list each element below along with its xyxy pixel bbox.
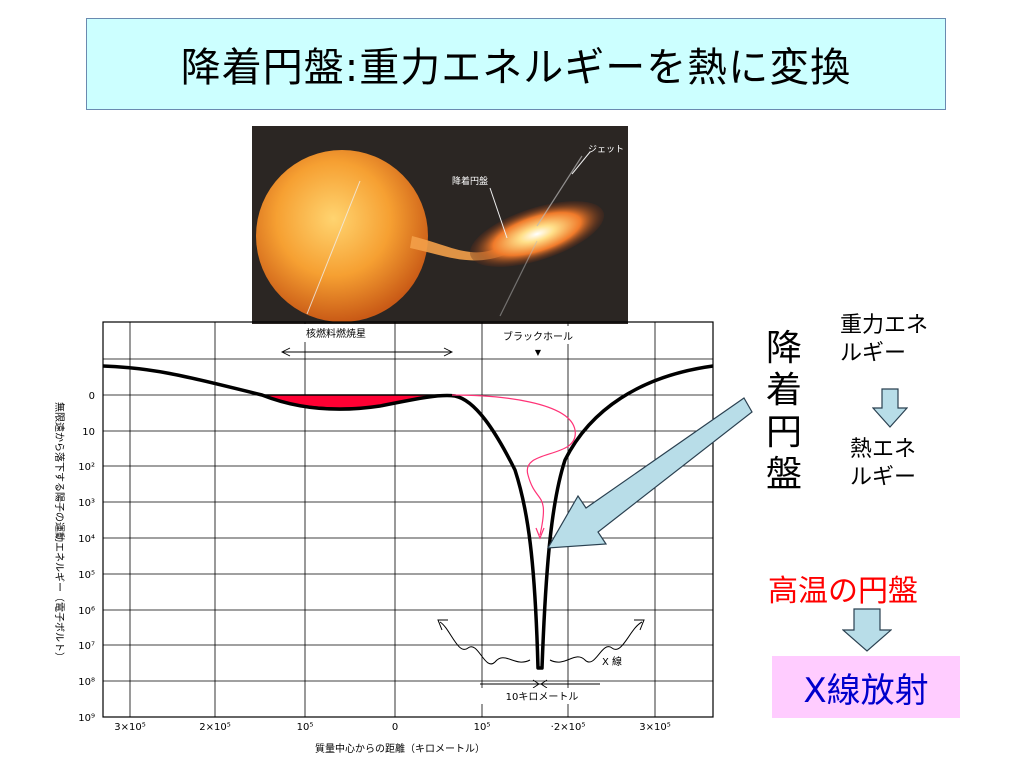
y-tick-labels: 0 10 10² 10³ 10⁴ 10⁵ 10⁶ 10⁷ 10⁸ 10⁹	[78, 391, 95, 724]
x-tick: 0	[392, 722, 398, 733]
title-box: 降着円盤:重力エネルギーを熱に変換	[86, 18, 946, 110]
x-tick-labels: 3×10⁵ 2×10⁵ 10⁵ 0 10⁵ ·2×10⁵ 3×10⁵	[114, 722, 670, 733]
down-arrow-2	[842, 608, 892, 652]
plot-frame	[102, 321, 714, 718]
y-tick: 10⁷	[78, 641, 95, 652]
y-tick: 10⁴	[78, 534, 95, 545]
star-extent-arrow	[280, 347, 454, 357]
star-well-region	[261, 394, 441, 409]
binary-star-illustration: ジェット 降着円盤	[252, 126, 628, 324]
y-tick: 10³	[78, 498, 95, 509]
x-tick: 2×10⁵	[199, 722, 230, 733]
page-title: 降着円盤:重力エネルギーを熱に変換	[180, 45, 852, 91]
disk-label: 降着円盤	[452, 175, 488, 187]
blackhole-label: ブラックホール	[503, 330, 573, 343]
x-axis-label: 質量中心からの距離（キロメートル）	[315, 742, 485, 755]
x-tick: 10⁵	[297, 722, 314, 733]
down-arrow-1	[872, 388, 908, 428]
x-tick: 10⁵	[474, 722, 491, 733]
xray-wave-left	[439, 621, 531, 665]
star-shape	[256, 150, 428, 322]
svg-text:▼: ▼	[535, 348, 542, 357]
xray-label: X 線	[602, 655, 622, 668]
scale-marker	[480, 679, 600, 689]
infall-path	[451, 394, 576, 536]
scale-label: 10キロメートル	[506, 692, 579, 703]
jet-label: ジェット	[588, 145, 624, 155]
pointer-arrow	[546, 397, 753, 549]
y-axis-label: 無限遠から落下する陽子の運動エネルギー（電子ボルト）	[53, 402, 66, 662]
y-tick: 10⁸	[78, 677, 95, 688]
vertical-grid	[129, 322, 656, 717]
binary-star-photo: ジェット 降着円盤	[252, 126, 628, 324]
y-tick: 10	[82, 427, 95, 438]
star-label: 核燃料燃焼星	[306, 327, 366, 340]
x-tick: 3×10⁵	[114, 722, 145, 733]
xray-wave-right	[549, 621, 643, 663]
xray-emission-box: X線放射	[772, 656, 960, 718]
y-tick: 10²	[78, 462, 95, 473]
heat-energy-label: 熱エネ ルギー	[850, 437, 917, 490]
disk-label-vertical-text: 降着円盤	[765, 328, 802, 495]
disk-label-vertical: 降着円盤	[762, 328, 806, 496]
x-tick: ·2×10⁵	[551, 722, 586, 733]
hot-disk-label: 高温の円盤	[768, 574, 918, 609]
y-tick: 0	[89, 391, 95, 402]
potential-curve	[102, 364, 714, 670]
accretion-disk-shape	[469, 201, 605, 267]
gravity-energy-label: 重力エネ ルギー	[840, 313, 929, 366]
horizontal-grid	[103, 358, 713, 682]
xray-emission-label: X線放射	[803, 670, 929, 711]
y-tick: 10⁹	[78, 713, 95, 724]
x-tick: 3×10⁵	[639, 722, 670, 733]
y-tick: 10⁶	[78, 606, 95, 617]
y-tick: 10⁵	[78, 570, 95, 581]
